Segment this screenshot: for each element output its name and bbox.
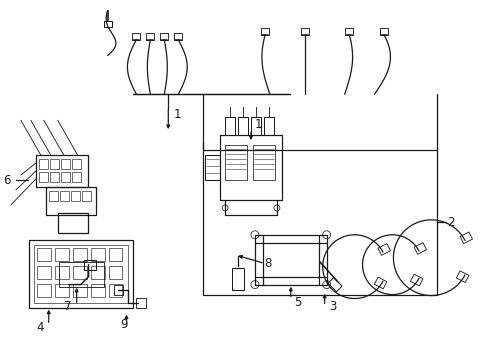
- Bar: [261, 28, 269, 35]
- Bar: [73, 266, 86, 279]
- Text: 8: 8: [264, 257, 271, 270]
- Bar: [61, 172, 69, 182]
- Text: 7: 7: [63, 300, 71, 313]
- Bar: [55, 248, 68, 261]
- Bar: [60, 191, 68, 201]
- Text: 1: 1: [173, 108, 181, 121]
- Bar: [203, 149, 436, 295]
- Bar: [205, 155, 220, 180]
- Text: 1: 1: [254, 118, 262, 131]
- Bar: [83, 260, 95, 270]
- Bar: [49, 191, 58, 201]
- Bar: [81, 191, 90, 201]
- Text: 6: 6: [3, 174, 11, 186]
- Bar: [327, 278, 342, 292]
- Bar: [72, 172, 81, 182]
- Text: 3: 3: [329, 300, 336, 313]
- Bar: [37, 284, 51, 297]
- Bar: [250, 117, 261, 135]
- Bar: [174, 32, 182, 40]
- Text: 2: 2: [446, 216, 453, 229]
- Bar: [455, 271, 468, 283]
- Bar: [132, 32, 140, 40]
- Bar: [90, 248, 104, 261]
- Bar: [409, 274, 422, 286]
- Bar: [37, 248, 51, 261]
- Bar: [264, 117, 273, 135]
- Bar: [374, 277, 386, 289]
- Bar: [34, 245, 128, 302]
- Bar: [58, 213, 87, 233]
- Bar: [379, 28, 387, 35]
- Bar: [113, 285, 123, 294]
- Bar: [55, 284, 68, 297]
- Bar: [238, 117, 247, 135]
- Bar: [300, 28, 308, 35]
- Bar: [73, 248, 86, 261]
- Bar: [224, 145, 246, 180]
- Bar: [254, 235, 326, 285]
- Bar: [50, 172, 59, 182]
- Text: 9: 9: [120, 318, 128, 331]
- Bar: [37, 266, 51, 279]
- Bar: [108, 248, 122, 261]
- Bar: [232, 268, 244, 289]
- Bar: [90, 266, 104, 279]
- Bar: [59, 262, 103, 287]
- Bar: [39, 172, 48, 182]
- Bar: [90, 284, 104, 297]
- Bar: [71, 191, 80, 201]
- Bar: [50, 159, 59, 169]
- Bar: [103, 21, 111, 27]
- Bar: [72, 159, 81, 169]
- Bar: [377, 244, 390, 255]
- Bar: [73, 284, 86, 297]
- Bar: [252, 145, 274, 180]
- Bar: [108, 284, 122, 297]
- Bar: [224, 117, 235, 135]
- Bar: [146, 32, 154, 40]
- Text: 4: 4: [37, 321, 44, 334]
- Bar: [413, 243, 426, 254]
- Bar: [61, 159, 69, 169]
- Bar: [46, 187, 95, 215]
- Bar: [108, 266, 122, 279]
- Bar: [55, 266, 68, 279]
- Bar: [136, 298, 146, 307]
- Text: 5: 5: [293, 296, 301, 309]
- Bar: [459, 232, 471, 244]
- Bar: [160, 32, 168, 40]
- Bar: [29, 240, 133, 307]
- Bar: [36, 155, 87, 187]
- Bar: [345, 28, 352, 35]
- Bar: [39, 159, 48, 169]
